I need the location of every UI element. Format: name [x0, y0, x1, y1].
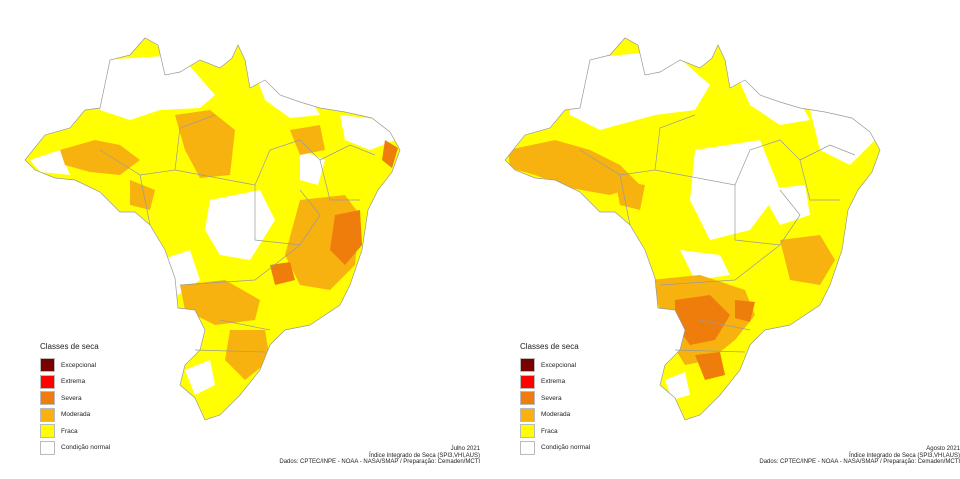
caption-july: Julho 2021 Índice Integrado de Seca (SPI…	[279, 446, 480, 466]
map-panel-august: Classes de seca Excepcional Extrema Seve…	[480, 0, 960, 479]
brazil-drought-map-august	[504, 37, 881, 421]
legend-label: Severa	[541, 394, 562, 402]
legend-item-moderada: Moderada	[40, 407, 110, 424]
legend-title: Classes de seca	[40, 342, 99, 351]
legend-item-severa: Severa	[520, 390, 590, 407]
brazil-drought-map-july	[24, 37, 401, 421]
legend-label: Fraca	[541, 427, 558, 435]
legend-item-extrema: Extrema	[520, 374, 590, 391]
legend-item-excepcional: Excepcional	[520, 357, 590, 374]
legend-item-severa: Severa	[40, 390, 110, 407]
legend-swatch	[520, 407, 535, 422]
legend-item-moderada: Moderada	[520, 407, 590, 424]
caption-index: Índice Integrado de Seca (SPI3,VHI,AUS)	[368, 452, 480, 459]
caption-source: Dados: CPTEC/INPE - NOAA - NASA/SMAP / P…	[759, 459, 960, 465]
legend-swatch	[40, 440, 55, 455]
legend-label: Extrema	[61, 378, 86, 386]
legend-swatch	[520, 358, 535, 373]
legend-item-normal: Condição normal	[520, 440, 590, 457]
legend-label: Excepcional	[61, 361, 97, 369]
caption-month: Julho 2021	[450, 446, 480, 452]
legend-item-excepcional: Excepcional	[40, 357, 110, 374]
caption-index: Índice Integrado de Seca (SPI3,VHI,AUS)	[848, 452, 960, 459]
legend-item-extrema: Extrema	[40, 374, 110, 391]
legend-august: Classes de seca Excepcional Extrema Seve…	[520, 342, 590, 456]
legend-label: Condição normal	[61, 444, 111, 452]
legend-label: Moderada	[541, 411, 571, 419]
legend-july: Classes de seca Excepcional Extrema Seve…	[40, 342, 110, 456]
legend-title: Classes de seca	[520, 342, 579, 351]
caption-month: Agosto 2021	[926, 446, 960, 452]
legend-swatch	[520, 424, 535, 439]
legend-item-fraca: Fraca	[40, 423, 110, 440]
caption-source: Dados: CPTEC/INPE - NOAA - NASA/SMAP / P…	[279, 459, 480, 465]
legend-swatch	[520, 391, 535, 406]
legend-item-fraca: Fraca	[520, 423, 590, 440]
legend-swatch	[40, 424, 55, 439]
legend-swatch	[520, 440, 535, 455]
legend-label: Severa	[61, 394, 82, 402]
caption-august: Agosto 2021 Índice Integrado de Seca (SP…	[759, 446, 960, 466]
legend-swatch	[40, 358, 55, 373]
legend-swatch	[520, 374, 535, 389]
legend-label: Condição normal	[541, 444, 591, 452]
legend-label: Excepcional	[541, 361, 577, 369]
legend-label: Moderada	[61, 411, 91, 419]
legend-item-normal: Condição normal	[40, 440, 110, 457]
legend-label: Fraca	[61, 427, 78, 435]
map-panel-july: Classes de seca Excepcional Extrema Seve…	[24, 37, 480, 466]
legend-swatch	[40, 374, 55, 389]
legend-label: Extrema	[541, 378, 566, 386]
legend-swatch	[40, 407, 55, 422]
legend-swatch	[40, 391, 55, 406]
